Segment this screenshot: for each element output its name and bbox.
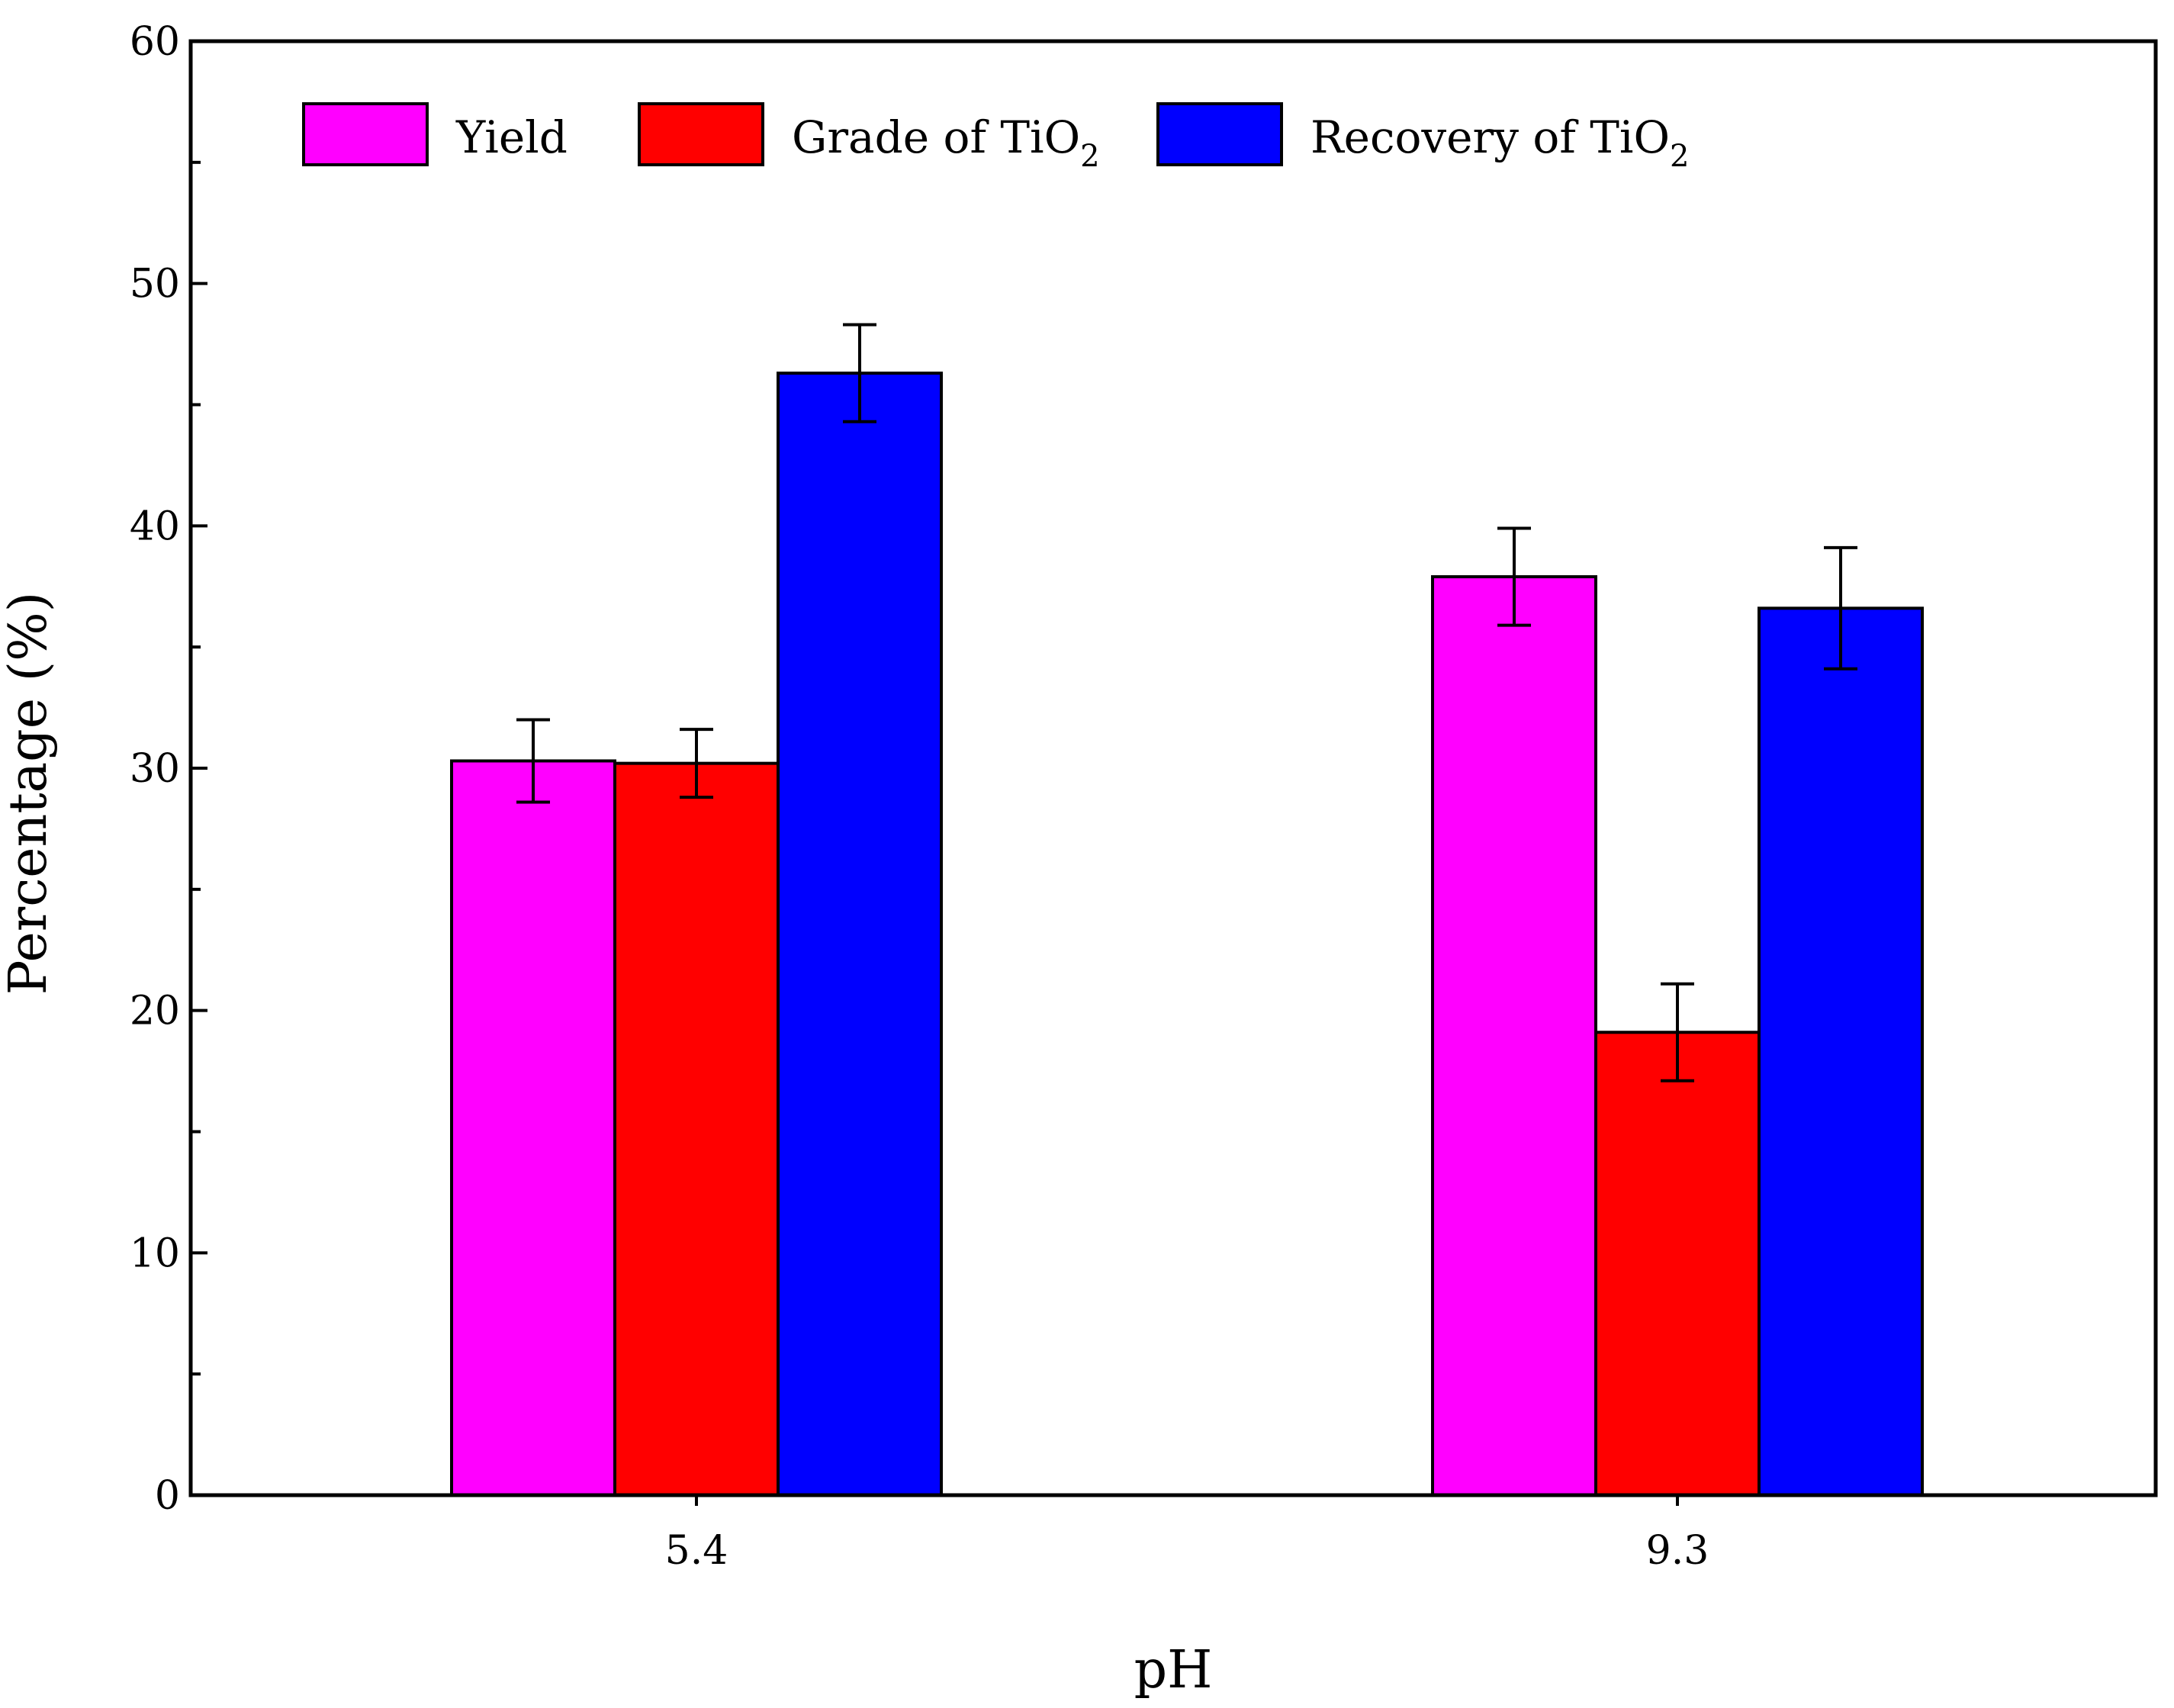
plot-area [188,39,2158,1497]
legend-item-grade-of-tio2: Grade of TiO2 [638,102,1100,174]
bar-yield-9-3 [1431,575,1597,1497]
legend: Yield Grade of TiO2 Recovery of TiO2 [302,102,1689,174]
y-axis: 0 10 20 30 40 50 60 [130,19,207,1519]
legend-item-recovery-of-tio2: Recovery of TiO2 [1156,102,1689,174]
legend-label: Yield [455,111,568,163]
error-bar-1-1 [1661,982,1694,1082]
y-tick-label: 30 [130,746,180,792]
legend-label-main: Recovery of TiO [1311,111,1670,163]
legend-swatch [1156,102,1283,166]
error-bar-2-0 [843,323,876,423]
bar-yield-5-4 [450,759,616,1497]
legend-item-yield: Yield [302,102,568,166]
error-bar-0-0 [516,718,550,804]
legend-label-subscript: 2 [1080,139,1099,174]
error-bar-0-1 [1497,526,1531,627]
bar-recovery-of-tio2-9-3 [1758,606,1924,1497]
error-bar-1-0 [680,728,713,799]
y-tick-label: 40 [130,503,180,549]
x-axis-title: pH [1134,1640,1213,1700]
legend-label: Grade of TiO2 [792,111,1100,174]
y-tick-label: 60 [130,19,180,65]
legend-label: Recovery of TiO2 [1311,111,1689,174]
y-tick-label: 20 [130,989,180,1034]
bar-recovery-of-tio2-5-4 [777,372,943,1497]
x-tick-label: 5.4 [665,1528,728,1574]
y-tick-label: 0 [155,1473,180,1519]
legend-label-main: Grade of TiO [792,111,1080,163]
legend-swatch [638,102,764,166]
bar-grade-of-tio2-5-4 [613,761,780,1497]
legend-swatch [302,102,429,166]
legend-label-main: Yield [455,111,568,163]
x-axis: 5.4 9.3 [665,1495,1709,1574]
bar-grade-of-tio2-9-3 [1594,1031,1761,1497]
y-tick-label: 10 [130,1230,180,1276]
legend-label-subscript: 2 [1670,139,1689,174]
x-tick-label: 9.3 [1646,1528,1709,1574]
error-bar-2-1 [1824,545,1857,671]
y-axis-title: Percentage (%) [0,592,59,996]
y-tick-label: 50 [130,262,180,307]
